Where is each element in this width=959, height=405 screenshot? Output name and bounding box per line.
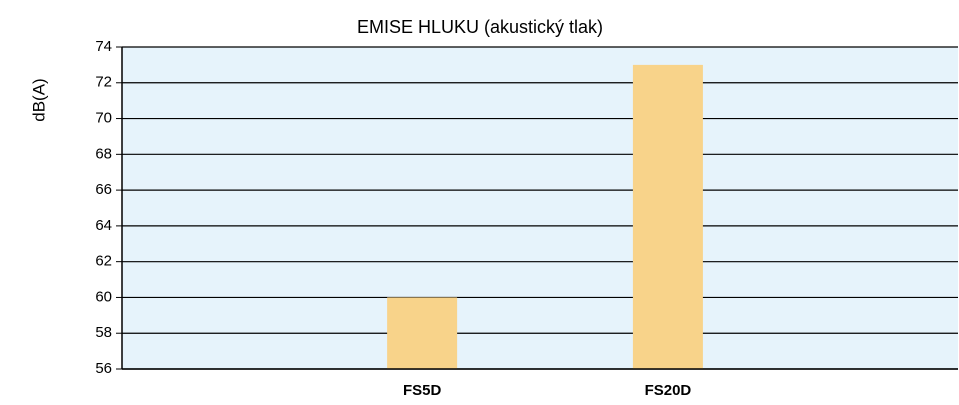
plot-background xyxy=(122,47,958,369)
bar xyxy=(387,297,458,369)
y-tick-label: 74 xyxy=(95,38,112,55)
chart-title: EMISE HLUKU (akustický tlak) xyxy=(357,17,603,37)
y-tick-label: 62 xyxy=(95,253,112,270)
y-tick-label: 60 xyxy=(95,288,112,305)
bar xyxy=(632,64,703,369)
y-tick-label: 70 xyxy=(95,110,112,127)
x-tick-label: FS5D xyxy=(403,382,442,399)
y-tick-label: 72 xyxy=(95,74,112,91)
y-tick-label: 58 xyxy=(95,324,112,341)
y-tick-label: 66 xyxy=(95,181,112,198)
x-tick-label: FS20D xyxy=(645,382,692,399)
y-tick-label: 64 xyxy=(95,217,112,234)
y-tick-label: 68 xyxy=(95,145,112,162)
y-axis-label: dB(A) xyxy=(29,78,48,121)
y-tick-label: 56 xyxy=(95,360,112,377)
